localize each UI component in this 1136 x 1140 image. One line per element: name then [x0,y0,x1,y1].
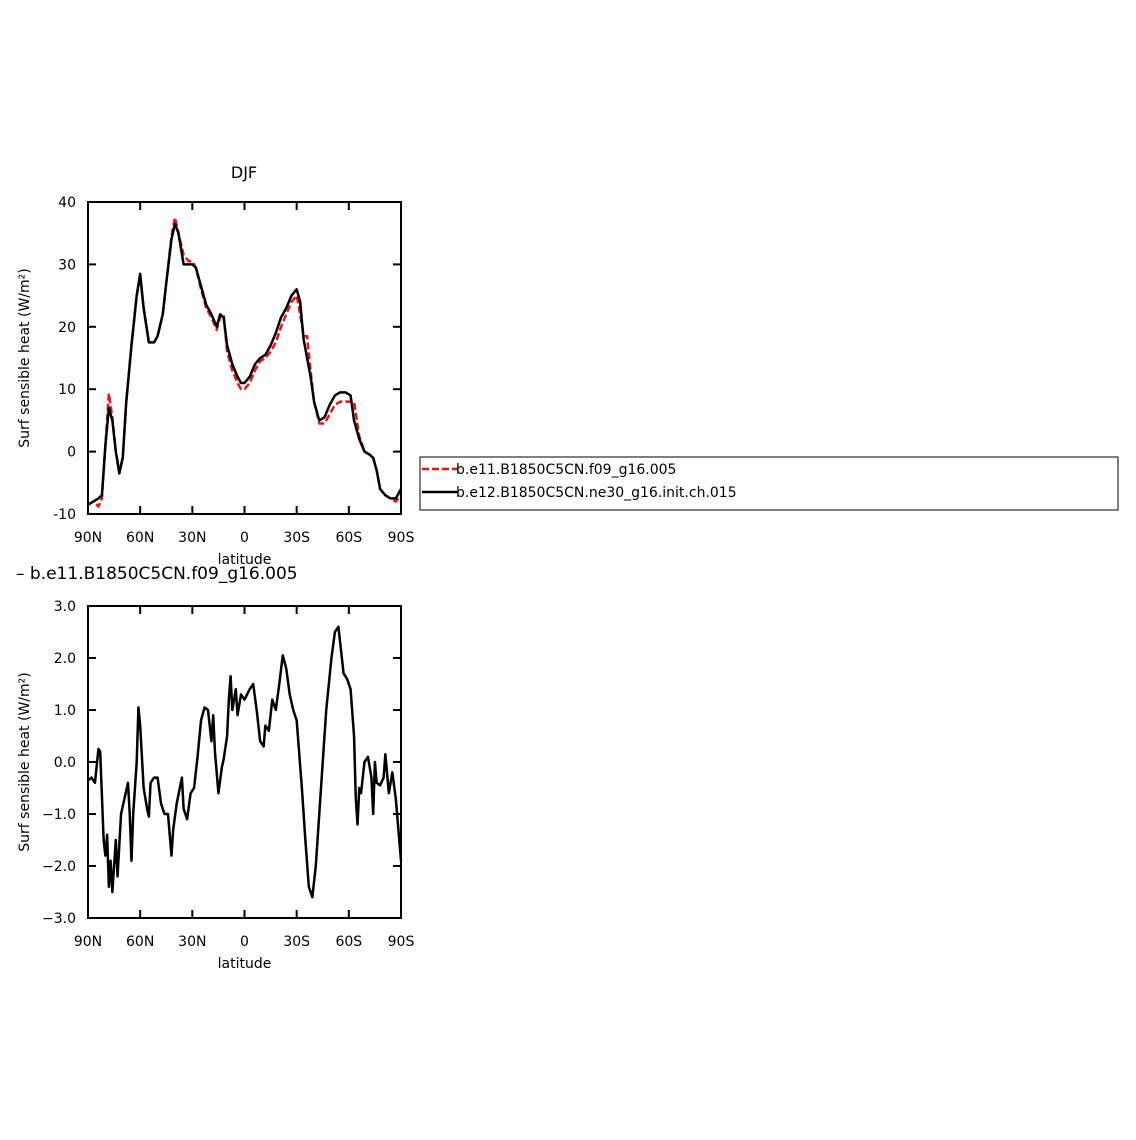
y-tick-label: 0 [67,445,76,461]
x-tick-label: 90N [74,934,102,950]
legend-label: b.e12.B1850C5CN.ne30_g16.init.ch.015 [456,485,737,501]
plot-frame [87,201,402,515]
y-tick-label: 0.0 [54,755,76,771]
y-tick-label: 3.0 [54,599,76,615]
y-tick-label: 1.0 [54,703,76,719]
y-tick-label: 30 [58,257,76,273]
legend-label: b.e11.B1850C5CN.f09_g16.005 [456,462,676,478]
chart-title: DJF [231,163,257,182]
data-line [87,216,402,508]
x-axis-label: latitude [218,956,272,972]
legend-box [419,456,1119,511]
y-tick-label: -10 [53,507,76,523]
x-tick-label: 60N [126,530,154,546]
y-tick-label: −1.0 [42,807,76,823]
y-axis-label: Surf sensible heat (W/m²) [17,268,33,447]
x-axis-label: latitude [218,552,272,568]
x-tick-label: 90S [388,530,415,546]
y-tick-label: −3.0 [42,911,76,927]
x-tick-label: 60S [335,530,362,546]
data-line [87,222,403,506]
data-line [87,625,403,899]
legend: b.e11.B1850C5CN.f09_g16.005 b.e12.B1850C5… [419,456,1119,511]
x-tick-label: 60N [126,934,154,950]
x-tick-label: 0 [240,934,249,950]
x-tick-label: 30N [178,934,206,950]
y-tick-label: 10 [58,382,76,398]
y-axis-label: Surf sensible heat (W/m²) [17,672,33,851]
x-tick-label: 0 [240,530,249,546]
x-tick-label: 90S [388,934,415,950]
x-tick-label: 60S [335,934,362,950]
x-tick-label: 30S [283,530,310,546]
y-tick-label: −2.0 [42,859,76,875]
x-tick-label: 30S [283,934,310,950]
plot-frame [87,605,402,919]
y-tick-label: 40 [58,195,76,211]
y-tick-label: 2.0 [54,651,76,667]
y-tick-label: 20 [58,320,76,336]
x-tick-label: 90N [74,530,102,546]
x-tick-label: 30N [178,530,206,546]
chart-title: – b.e11.B1850C5CN.f09_g16.005 [16,564,298,584]
